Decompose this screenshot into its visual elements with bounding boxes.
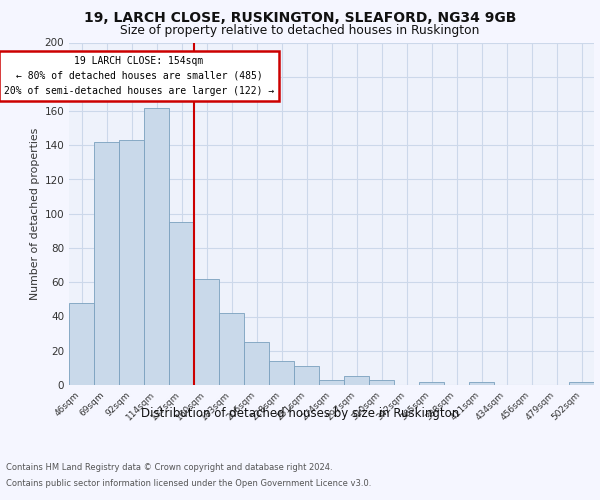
Bar xyxy=(144,108,169,385)
Bar xyxy=(294,366,319,385)
Bar xyxy=(569,382,594,385)
Bar xyxy=(219,313,244,385)
Bar xyxy=(344,376,369,385)
Text: Contains public sector information licensed under the Open Government Licence v3: Contains public sector information licen… xyxy=(6,479,371,488)
Bar xyxy=(119,140,144,385)
Bar xyxy=(269,361,294,385)
Text: Size of property relative to detached houses in Ruskington: Size of property relative to detached ho… xyxy=(121,24,479,37)
Text: 19 LARCH CLOSE: 154sqm
← 80% of detached houses are smaller (485)
20% of semi-de: 19 LARCH CLOSE: 154sqm ← 80% of detached… xyxy=(4,56,274,96)
Bar xyxy=(319,380,344,385)
Bar xyxy=(369,380,394,385)
Bar xyxy=(469,382,494,385)
Bar xyxy=(94,142,119,385)
Bar xyxy=(169,222,194,385)
Text: Distribution of detached houses by size in Ruskington: Distribution of detached houses by size … xyxy=(141,408,459,420)
Y-axis label: Number of detached properties: Number of detached properties xyxy=(30,128,40,300)
Text: 19, LARCH CLOSE, RUSKINGTON, SLEAFORD, NG34 9GB: 19, LARCH CLOSE, RUSKINGTON, SLEAFORD, N… xyxy=(84,11,516,25)
Bar xyxy=(244,342,269,385)
Bar xyxy=(194,279,219,385)
Bar xyxy=(419,382,444,385)
Text: Contains HM Land Registry data © Crown copyright and database right 2024.: Contains HM Land Registry data © Crown c… xyxy=(6,462,332,471)
Bar xyxy=(69,303,94,385)
